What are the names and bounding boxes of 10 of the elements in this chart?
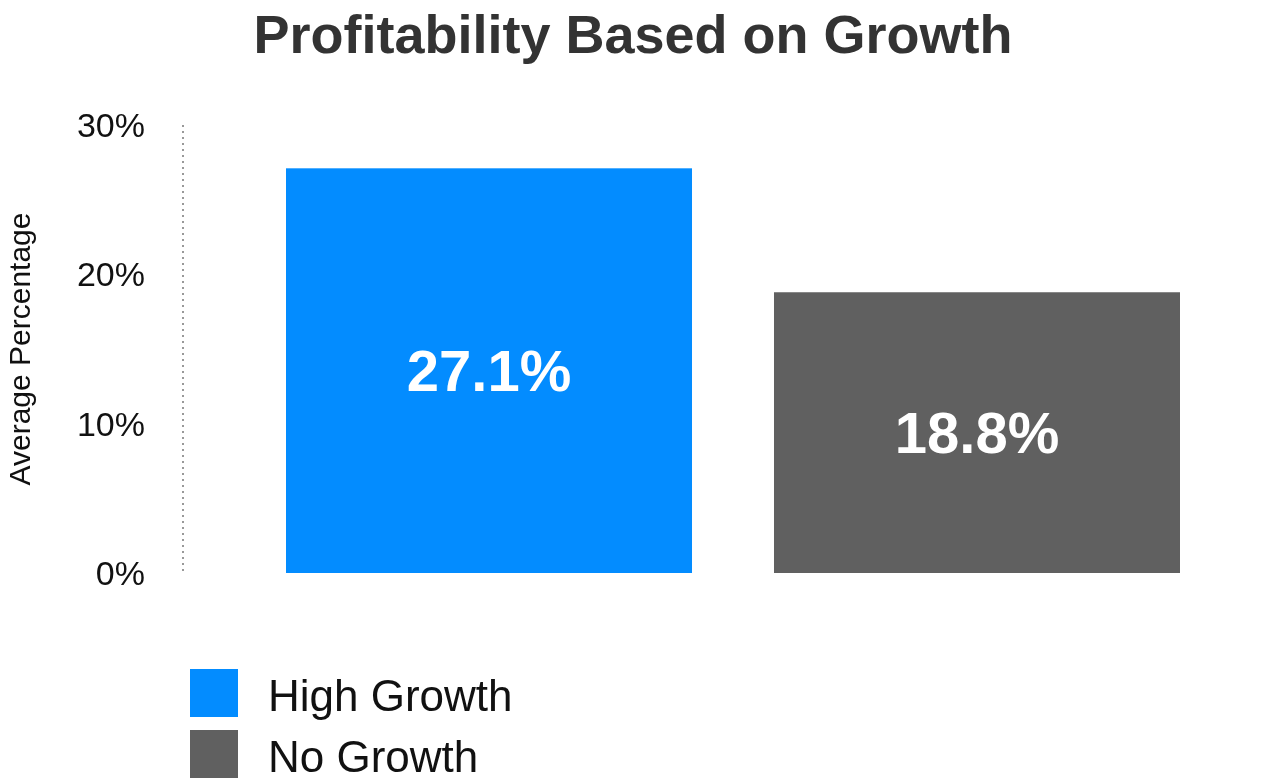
y-tick-label: 0%: [95, 554, 145, 592]
chart-title: Profitability Based on Growth: [253, 4, 1013, 64]
y-tick-label: 20%: [76, 255, 145, 294]
y-tick-label: 10%: [76, 404, 145, 443]
y-tick-label: 30%: [76, 106, 145, 144]
data-label: 18.8%: [894, 400, 1060, 466]
y-axis-title: Average Percentage: [3, 212, 36, 486]
legend-label: High Growth: [268, 670, 513, 720]
legend-label: No Growth: [268, 731, 479, 781]
data-label: 27.1%: [406, 338, 572, 404]
